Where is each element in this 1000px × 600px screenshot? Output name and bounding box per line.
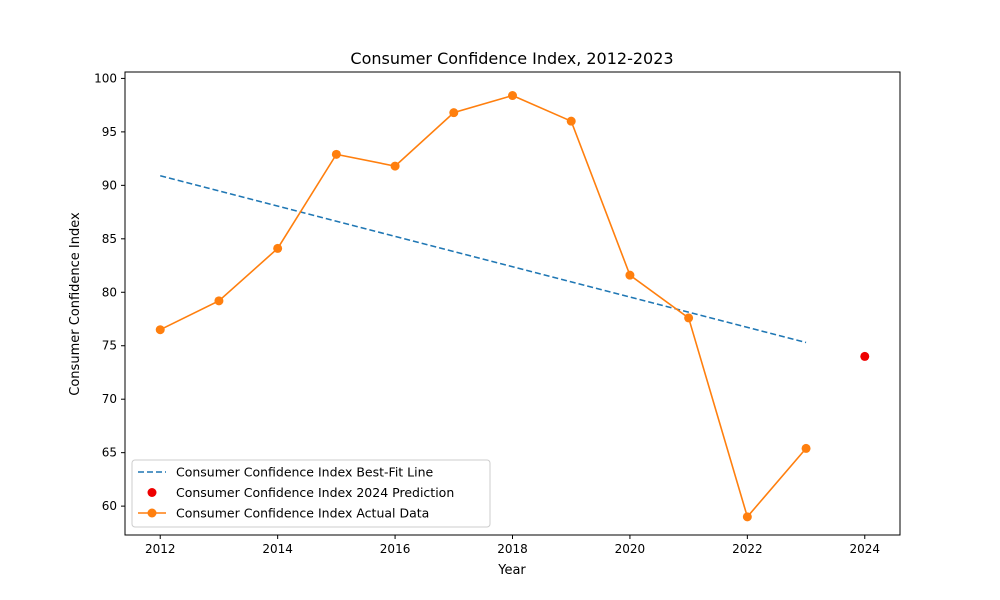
actual-data-point	[155, 325, 165, 335]
legend-label: Consumer Confidence Index 2024 Predictio…	[176, 485, 454, 500]
legend-box	[131, 459, 491, 528]
series-best-fit-line	[160, 174, 807, 344]
chart-title: Consumer Confidence Index, 2012-2023	[350, 49, 673, 68]
y-tick-label: 90	[102, 178, 117, 192]
x-tick-label: 2018	[497, 542, 528, 556]
x-axis-label: Year	[497, 563, 526, 578]
x-tick-label: 2012	[145, 542, 176, 556]
legend-handle-prediction	[147, 488, 157, 497]
y-tick-label: 65	[102, 446, 117, 460]
x-tick-label: 2022	[732, 542, 763, 556]
y-tick-label: 75	[102, 339, 117, 353]
y-axis-label: Consumer Confidence Index	[68, 212, 83, 396]
series-prediction	[860, 351, 870, 361]
legend-label: Consumer Confidence Index Best-Fit Line	[176, 465, 434, 480]
actual-data-point	[390, 161, 400, 171]
actual-data-line	[159, 94, 807, 519]
actual-data-point	[214, 296, 224, 306]
actual-data-point	[684, 313, 694, 323]
y-tick-label: 60	[102, 499, 117, 513]
prediction-point	[860, 351, 870, 361]
y-tick-label: 95	[102, 125, 117, 139]
x-tick-label: 2024	[849, 542, 880, 556]
actual-data-point	[273, 243, 283, 253]
actual-data-point	[508, 91, 517, 101]
y-tick-label: 80	[102, 285, 117, 299]
x-tick-label: 2020	[615, 542, 646, 556]
x-tick-label: 2014	[262, 542, 293, 556]
actual-data-point	[449, 108, 459, 118]
x-tick-label: 2016	[380, 542, 411, 556]
y-tick-label: 100	[94, 71, 117, 85]
series-actual-data	[155, 91, 811, 522]
actual-data-point	[801, 443, 811, 453]
legend-label: Consumer Confidence Index Actual Data	[176, 506, 429, 521]
actual-data-point	[742, 512, 752, 522]
best-fit-line	[160, 174, 807, 344]
actual-data-point	[331, 149, 341, 159]
y-tick-label: 70	[102, 392, 117, 406]
actual-data-point	[566, 116, 576, 126]
actual-data-point	[625, 270, 635, 280]
legend-handle-actual-marker	[147, 508, 157, 518]
y-tick-label: 85	[102, 232, 117, 246]
